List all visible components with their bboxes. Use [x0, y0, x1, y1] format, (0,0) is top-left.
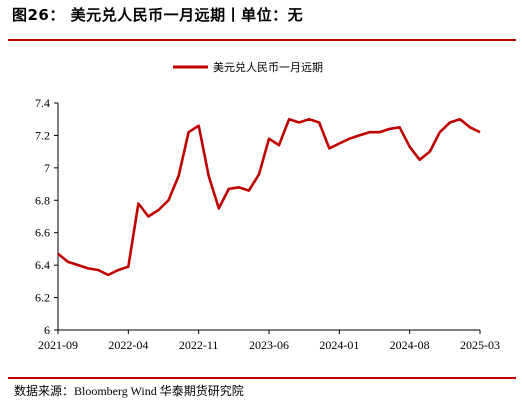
series-line: [57, 117, 481, 277]
y-tick-label: 7.2: [35, 128, 50, 142]
x-tick-label: 2022-04: [108, 338, 148, 352]
y-tick-label: 7.4: [35, 96, 50, 110]
y-tick-label: 6.8: [35, 193, 50, 207]
y-tick-label: 6.2: [35, 291, 50, 305]
x-tick-label: 2022-11: [179, 338, 219, 352]
y-tick-label: 6: [44, 323, 50, 337]
y-tick-label: 6.6: [35, 226, 50, 240]
x-tick-label: 2024-08: [390, 338, 430, 352]
x-tick-label: 2021-09: [38, 338, 78, 352]
source-note: 数据来源：Bloomberg Wind 华泰期货研究院: [14, 384, 244, 398]
legend-label: 美元兑人民币一月远期: [213, 60, 323, 74]
y-ticks: 6 6.2 6.4 6.6 6.8 7 7.2 7.4: [35, 96, 58, 337]
legend: 美元兑人民币一月远期: [173, 60, 323, 74]
title-divider: [8, 39, 516, 41]
x-tick-label: 2025-03: [460, 338, 500, 352]
x-ticks: 2021-09 2022-04 2022-11 2023-06 2024-01 2024-…: [38, 330, 500, 352]
footer-divider: [8, 377, 516, 379]
y-tick-label: 7: [44, 161, 50, 175]
axes: [57, 103, 480, 331]
y-tick-label: 6.4: [35, 258, 50, 272]
x-tick-label: 2024-01: [319, 338, 359, 352]
x-tick-label: 2023-06: [249, 338, 289, 352]
chart-title: 图26： 美元兑人民币一月远期丨单位：无: [12, 6, 304, 24]
